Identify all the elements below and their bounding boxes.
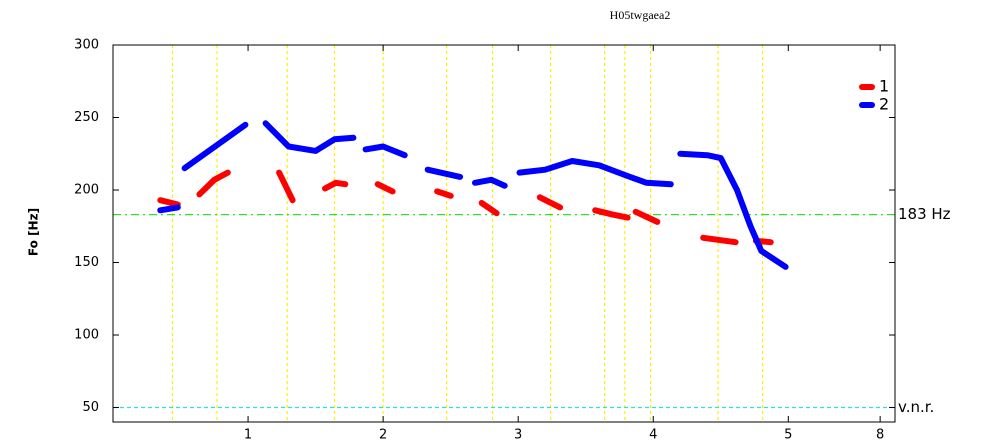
series-line [157, 169, 774, 246]
y-tick-label: 100 [74, 328, 99, 343]
reference-label: v.n.r. [898, 398, 934, 416]
x-tick-label: 2 [379, 428, 387, 443]
x-tick-label: 1 [244, 428, 252, 443]
series-line [157, 120, 789, 270]
x-tick-label: 3 [514, 428, 522, 443]
reference-label: 183 Hz [898, 205, 951, 223]
y-axis-label: Fo [Hz] [27, 208, 41, 256]
y-tick-label: 300 [74, 38, 99, 53]
legend-label: 1 [879, 77, 889, 96]
chart-title: H05twgaea2 [610, 8, 671, 22]
y-tick-label: 50 [82, 400, 99, 415]
x-tick-label: 4 [649, 428, 657, 443]
x-tick-label: 5 [784, 428, 792, 443]
plot-frame [112, 44, 896, 423]
y-tick-label: 250 [74, 110, 99, 125]
x-tick-label: 8 [876, 428, 884, 443]
y-tick-label: 150 [74, 255, 99, 270]
y-tick-label: 200 [74, 183, 99, 198]
legend-label: 2 [879, 95, 889, 114]
